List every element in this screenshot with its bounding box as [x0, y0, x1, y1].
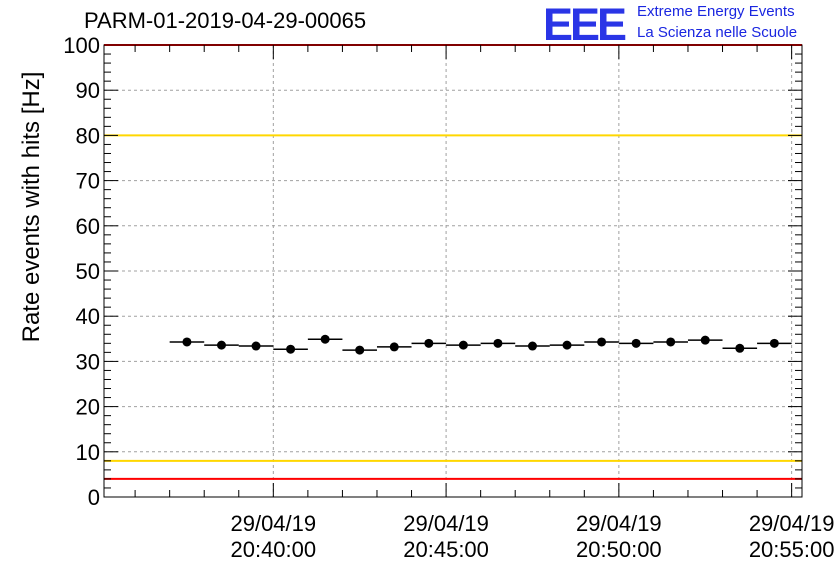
- y-tick-label: 30: [76, 349, 100, 374]
- y-tick-label: 100: [63, 33, 100, 58]
- y-tick-label: 90: [76, 78, 100, 103]
- data-point: [735, 343, 745, 353]
- data-point: [597, 337, 607, 347]
- data-point: [320, 334, 330, 344]
- data-point: [458, 340, 468, 350]
- logo-line-2: La Scienza nelle Scuole: [637, 24, 798, 41]
- x-tick-label-time: 20:55:00: [749, 537, 835, 562]
- data-point: [355, 345, 365, 355]
- data-point: [769, 338, 779, 348]
- data-point: [527, 341, 537, 351]
- y-tick-labels: 0 10 20 30 40 50 60 70 80 90 100: [63, 33, 100, 510]
- data-point: [562, 340, 572, 350]
- x-tick-label-date: 29/04/19: [230, 511, 316, 536]
- y-tick-label: 80: [76, 123, 100, 148]
- data-point: [666, 337, 676, 347]
- x-tick-label-date: 29/04/19: [749, 511, 835, 536]
- y-tick-label: 10: [76, 440, 100, 465]
- chart-title: PARM-01-2019-04-29-00065: [84, 8, 367, 33]
- x-tick-label-time: 20:45:00: [403, 537, 489, 562]
- data-point: [700, 335, 710, 345]
- x-tick-label-time: 20:50:00: [576, 537, 662, 562]
- data-point: [216, 340, 226, 350]
- data-point: [631, 338, 641, 348]
- y-tick-label: 20: [76, 395, 100, 420]
- grid-lines: [104, 45, 802, 497]
- data-point: [493, 338, 503, 348]
- axis-ticks: [104, 44, 802, 498]
- reference-lines: [104, 44, 802, 480]
- data-points: [169, 334, 792, 355]
- data-point: [182, 337, 192, 347]
- data-point: [286, 344, 296, 354]
- x-tick-label-time: 20:40:00: [230, 537, 316, 562]
- y-tick-label: 70: [76, 169, 100, 194]
- y-tick-label: 50: [76, 259, 100, 284]
- x-tick-labels: 29/04/1920:40:0029/04/1920:45:0029/04/19…: [230, 511, 834, 562]
- y-tick-label: 40: [76, 304, 100, 329]
- eee-logo-mark: EEE: [543, 0, 627, 50]
- x-tick-label-date: 29/04/19: [576, 511, 662, 536]
- logo-line-1: Extreme Energy Events: [637, 3, 795, 20]
- data-point: [251, 341, 261, 351]
- y-tick-label: 60: [76, 214, 100, 239]
- data-point: [424, 338, 434, 348]
- data-point: [389, 342, 399, 352]
- x-tick-label-date: 29/04/19: [403, 511, 489, 536]
- y-tick-label: 0: [88, 485, 100, 510]
